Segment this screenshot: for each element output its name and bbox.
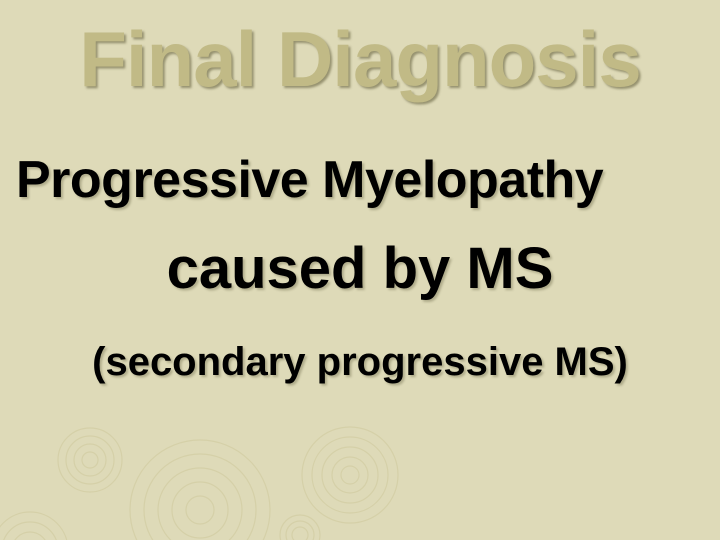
slide: Final Diagnosis Progressive Myelopathy c… — [0, 0, 720, 540]
body-line-2: caused by MS — [0, 235, 720, 302]
swirl-group — [0, 427, 398, 540]
slide-title: Final Diagnosis — [0, 14, 720, 105]
body-line-3: (secondary progressive MS) — [0, 340, 720, 385]
body-line-1: Progressive Myelopathy — [16, 150, 704, 210]
